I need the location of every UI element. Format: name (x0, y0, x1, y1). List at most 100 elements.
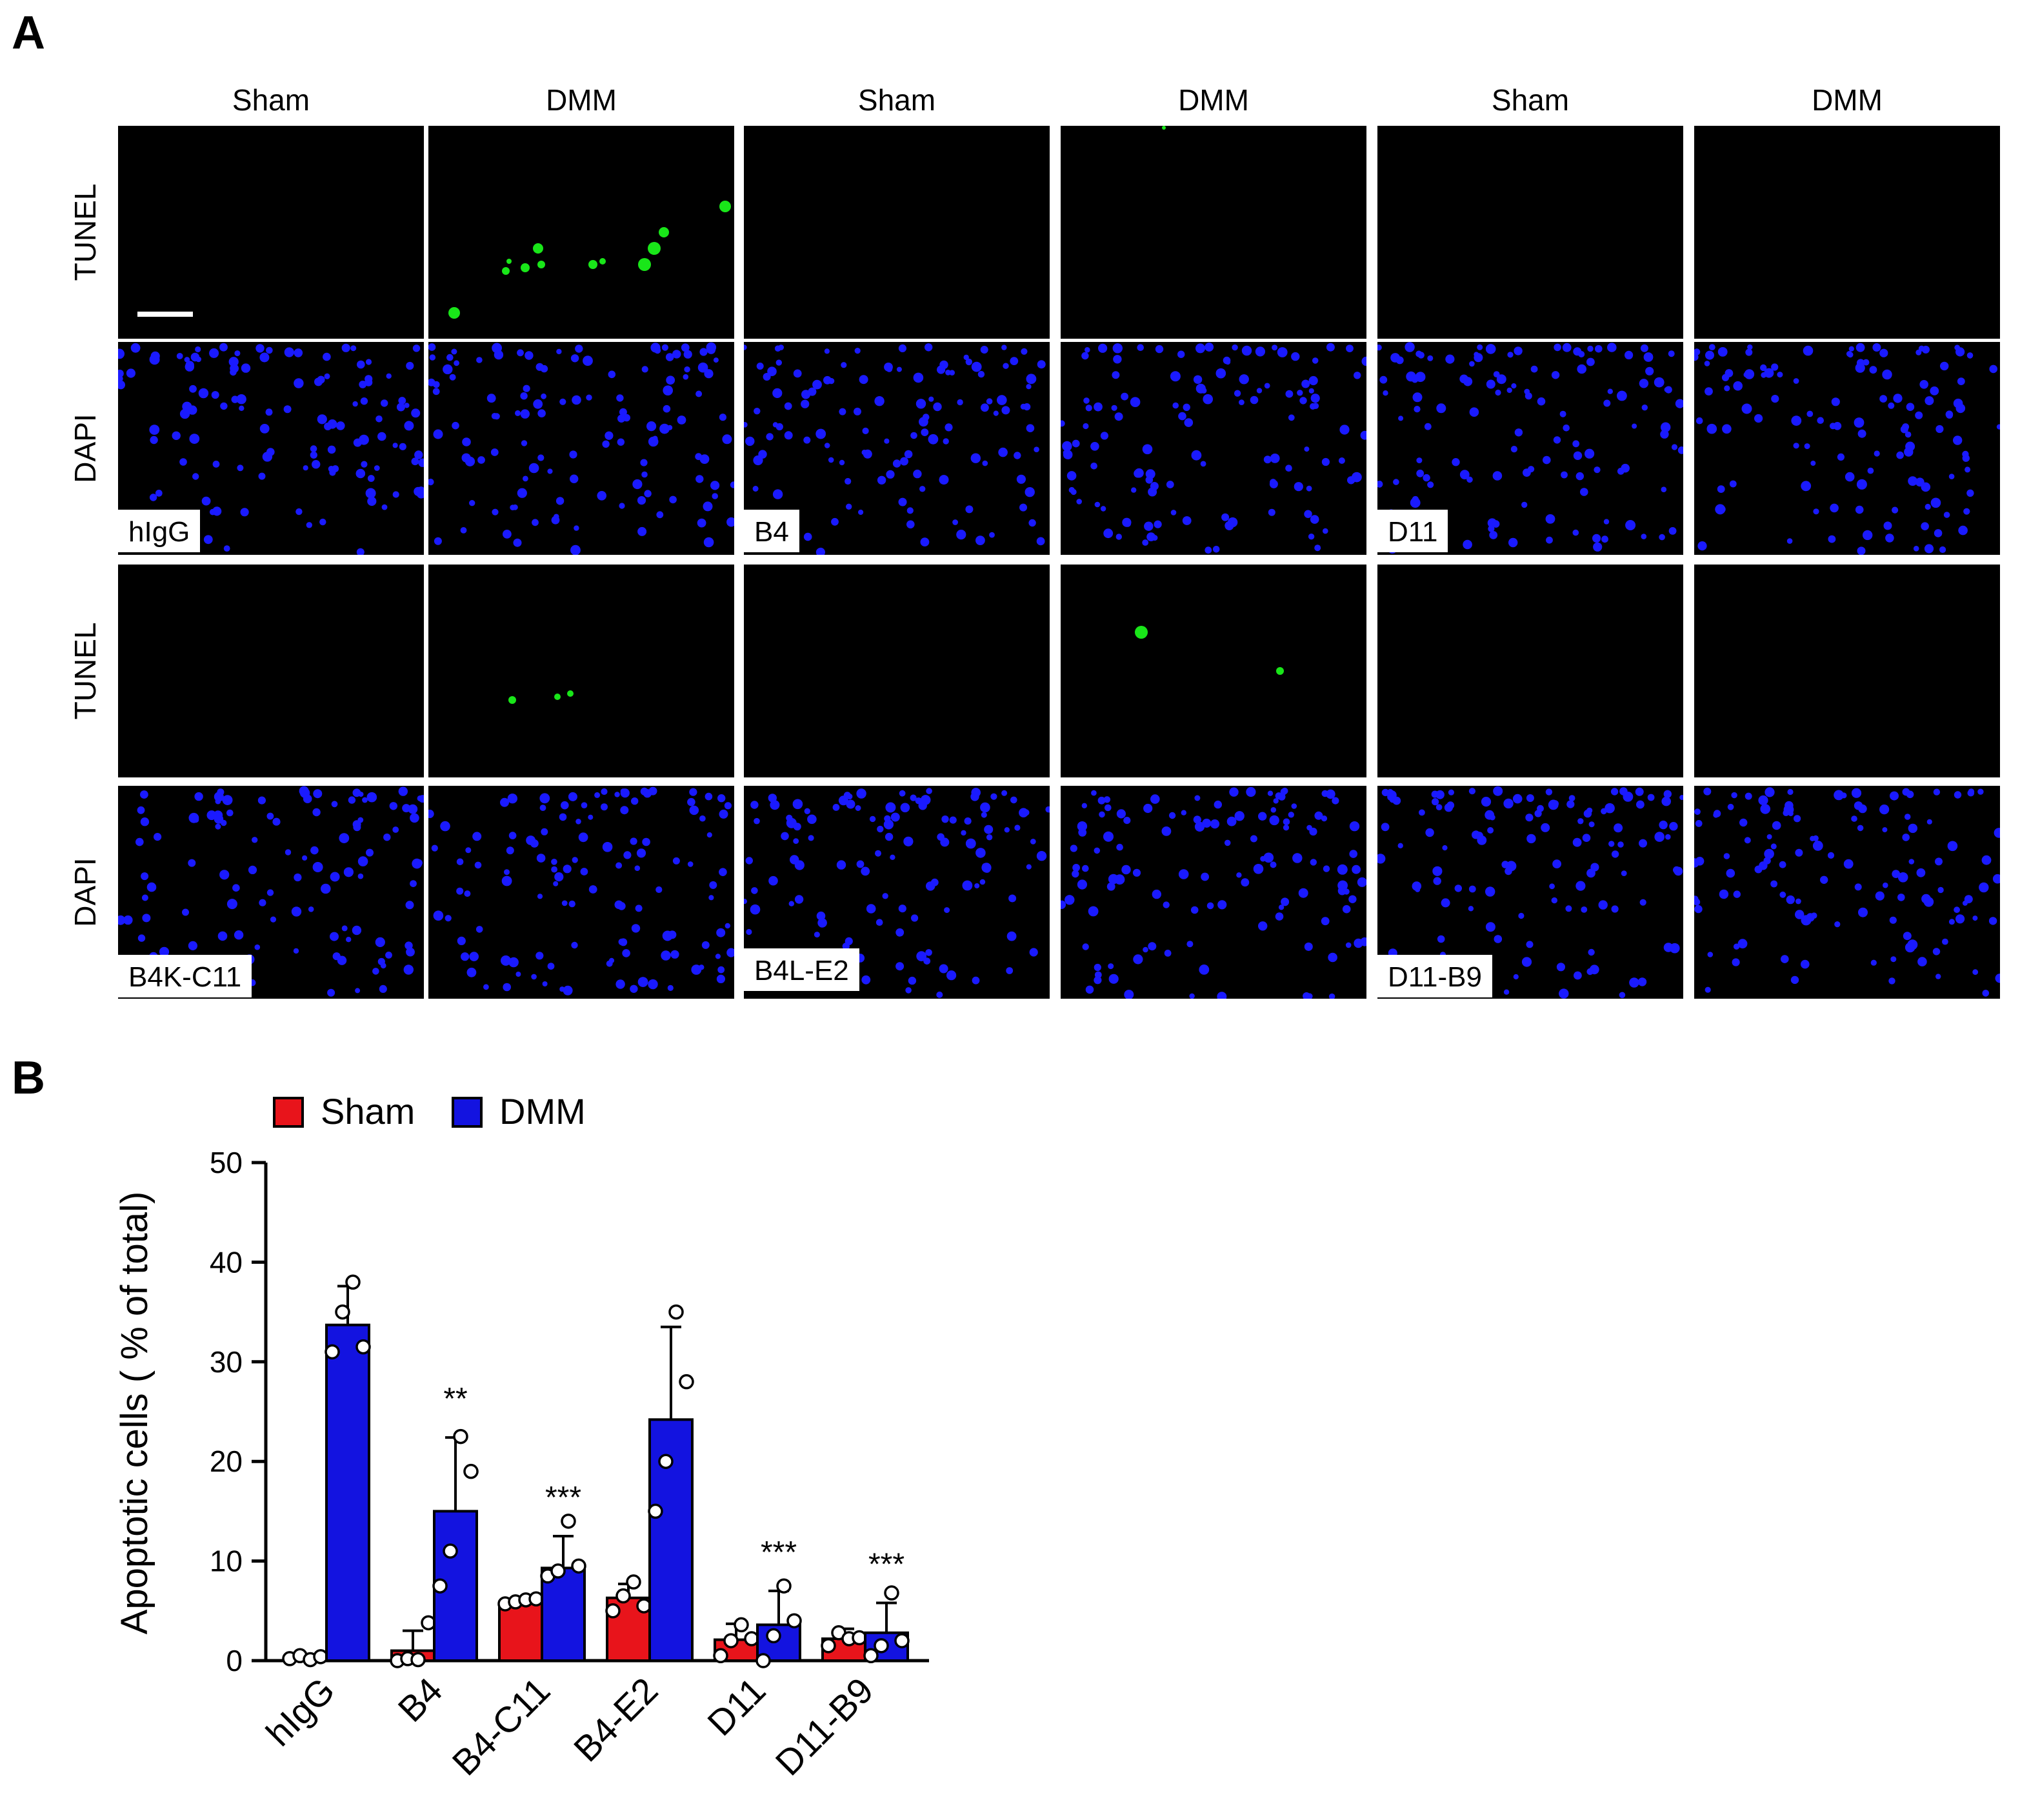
dapi-nucleus (722, 434, 732, 445)
dapi-nucleus (1150, 794, 1160, 804)
dapi-nucleus (640, 459, 648, 466)
dapi-nucleus (1953, 398, 1963, 408)
dapi-nucleus (1556, 963, 1565, 972)
dapi-nucleus (1094, 971, 1102, 979)
tunel-positive-spot (588, 260, 597, 269)
dapi-nucleus (1601, 535, 1608, 543)
dapi-nucleus (1205, 343, 1214, 352)
dapi-nucleus (1585, 448, 1595, 459)
dapi-nucleus (445, 915, 452, 922)
dapi-nucleus (1405, 342, 1415, 352)
dapi-nucleus (602, 842, 613, 852)
dapi-nucleus (217, 788, 225, 796)
dapi-nucleus (890, 854, 895, 860)
dapi-nucleus (1298, 888, 1308, 898)
dapi-nucleus (1288, 812, 1294, 818)
dapi-nucleus (303, 465, 308, 471)
dapi-nucleus (1858, 804, 1867, 814)
dapi-nucleus (730, 481, 734, 488)
dapi-nucleus (477, 456, 485, 464)
dapi-nucleus (1260, 855, 1266, 862)
dapi-nucleus (654, 347, 661, 354)
dapi-nucleus (377, 432, 386, 441)
dapi-nucleus (900, 457, 908, 466)
dapi-nucleus (508, 832, 517, 839)
data-point (723, 1633, 739, 1648)
dapi-nucleus (195, 356, 201, 363)
dapi-nucleus (1416, 457, 1423, 464)
dapi-nucleus (299, 786, 309, 796)
dapi-nucleus (1001, 790, 1008, 796)
dapi-nucleus (623, 851, 632, 859)
dapi-nucleus (1291, 803, 1297, 809)
dapi-nucleus (469, 500, 475, 506)
dapi-nucleus (469, 952, 479, 961)
dapi-nucleus (1654, 832, 1665, 842)
dapi-nucleus (1671, 444, 1678, 450)
dapi-nucleus (1082, 943, 1089, 950)
dapi-nucleus (1933, 788, 1941, 795)
dapi-nucleus (1641, 379, 1648, 386)
dapi-nucleus (1586, 357, 1595, 366)
dapi-nucleus (492, 508, 499, 515)
dapi-nucleus (1566, 800, 1575, 808)
dapi-nucleus (1575, 881, 1586, 891)
dapi-nucleus (1272, 345, 1278, 351)
dapi-nucleus (1896, 451, 1904, 459)
data-point (443, 1543, 458, 1559)
dapi-nucleus (392, 491, 399, 498)
dapi-nucleus (118, 348, 125, 359)
tunel-positive-spot (1162, 126, 1166, 130)
dapi-nucleus (1820, 875, 1828, 884)
dapi-nucleus (1979, 882, 1989, 893)
dapi-nucleus (475, 926, 483, 933)
dapi-nucleus (510, 959, 519, 967)
row-label-dapi: DAPI (68, 414, 102, 483)
dapi-nucleus (1258, 812, 1267, 821)
dapi-nucleus (1972, 969, 1979, 975)
dapi-nucleus (330, 932, 339, 941)
dapi-nucleus (997, 395, 1007, 405)
dapi-nucleus (365, 359, 372, 365)
dapi-nucleus (1534, 810, 1542, 817)
dapi-nucleus (1186, 941, 1194, 948)
dapi-nucleus (1788, 810, 1794, 817)
dapi-nucleus (194, 792, 203, 801)
dapi-nucleus (149, 494, 157, 501)
dapi-nucleus (1328, 952, 1337, 963)
dapi-nucleus (1955, 347, 1965, 357)
dapi-nucleus (1919, 380, 1928, 389)
dapi-nucleus (1215, 368, 1226, 379)
dapi-nucleus (1661, 486, 1667, 492)
dapi-nucleus (1521, 501, 1528, 508)
dapi-nucleus (559, 813, 567, 821)
dapi-nucleus (1253, 864, 1264, 874)
dapi-nucleus (1152, 889, 1161, 899)
dapi-nucleus (905, 987, 912, 994)
dapi-nucleus (581, 802, 588, 808)
dapi-nucleus (1577, 818, 1584, 825)
dapi-nucleus (630, 837, 637, 845)
dapi-nucleus (302, 855, 308, 861)
dapi-nucleus (223, 545, 230, 552)
dapi-nucleus (920, 795, 931, 805)
dapi-nucleus (353, 823, 361, 832)
dapi-nucleus (1256, 388, 1263, 394)
dapi-nucleus (854, 348, 861, 354)
dapi-nucleus (1137, 344, 1144, 351)
dapi-nucleus (663, 385, 673, 395)
dapi-nucleus (1306, 993, 1313, 999)
dapi-nucleus (913, 469, 922, 479)
dapi-nucleus (708, 895, 714, 901)
dapi-nucleus (752, 486, 759, 492)
dapi-nucleus (1724, 385, 1730, 392)
dapi-nucleus (986, 398, 993, 405)
dapi-nucleus (772, 388, 783, 398)
dapi-nucleus (667, 985, 674, 991)
dapi-nucleus (1937, 886, 1944, 894)
dapi-nucleus (1278, 905, 1285, 910)
dapi-nucleus (786, 814, 793, 821)
dapi-nucleus (219, 870, 230, 880)
dapi-nucleus (1288, 414, 1295, 421)
dapi-nucleus (1828, 535, 1836, 543)
